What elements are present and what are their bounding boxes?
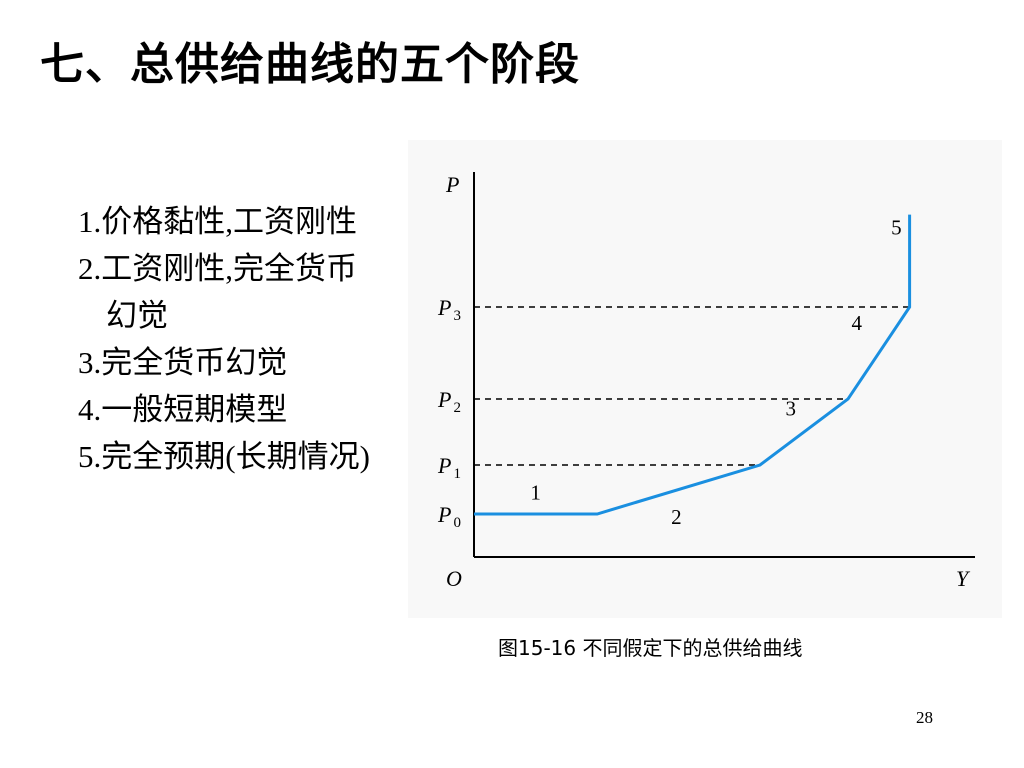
x-axis-label: Y bbox=[956, 566, 971, 591]
bullet-list: 1.价格黏性,工资刚性 2.工资刚性,完全货币幻觉 3.完全货币幻觉 4.一般短… bbox=[78, 198, 378, 480]
bullet-item-4: 4.一般短期模型 bbox=[78, 392, 288, 427]
segment-label-4: 4 bbox=[852, 311, 863, 335]
origin-label: O bbox=[446, 566, 462, 591]
bullet-item-3: 3.完全货币幻觉 bbox=[78, 345, 288, 380]
segment-label-2: 2 bbox=[671, 505, 682, 529]
y-axis-label: P bbox=[445, 172, 459, 197]
segment-label-3: 3 bbox=[786, 397, 797, 421]
aggregate-supply-curve bbox=[474, 214, 912, 516]
segment-label-1: 1 bbox=[530, 480, 541, 504]
segment-label-5: 5 bbox=[891, 215, 902, 239]
slide-title: 七、总供给曲线的五个阶段 bbox=[40, 39, 580, 90]
bullet-item-1: 1.价格黏性,工资刚性 bbox=[78, 204, 357, 239]
figure-caption: 图15-16 不同假定下的总供给曲线 bbox=[498, 636, 803, 660]
bullet-item-5: 5.完全预期(长期情况) bbox=[78, 439, 370, 474]
aggregate-supply-chart: P Y O P 0 P 1 P 2 P 3 1 2 3 4 5 bbox=[437, 172, 975, 591]
page-number: 28 bbox=[916, 708, 933, 727]
bullet-item-2: 2.工资刚性,完全货币幻觉 bbox=[78, 251, 357, 333]
